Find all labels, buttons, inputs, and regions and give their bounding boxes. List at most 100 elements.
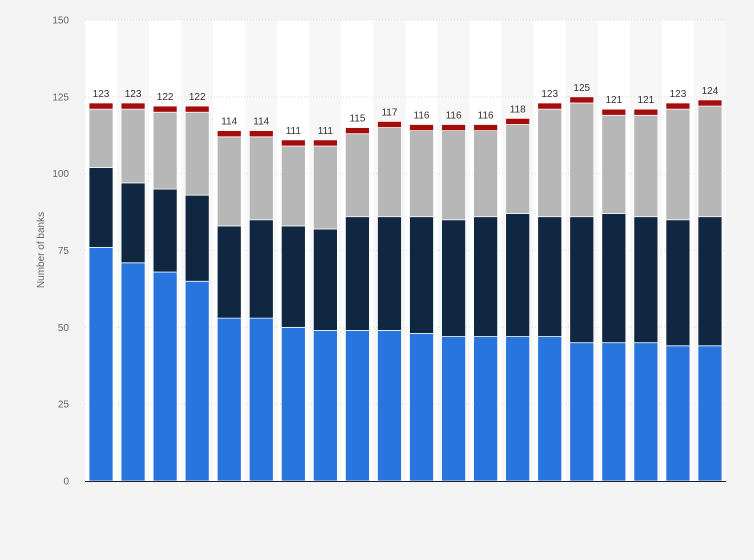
bar-total-label: 111 — [318, 126, 334, 137]
y-tick-label: 0 — [63, 477, 69, 488]
bar-segment-1 — [280, 326, 306, 482]
bar-segment-2 — [665, 219, 691, 347]
bar-segment-3 — [633, 114, 659, 218]
y-tick-label: 75 — [58, 246, 70, 257]
y-axis-label: Number of banks — [36, 212, 47, 288]
bar-segment-1 — [120, 262, 146, 482]
bar-segment-3 — [216, 136, 242, 227]
bar-segment-4 — [409, 124, 434, 132]
bar-total-label: 122 — [157, 92, 174, 103]
bar-total-label: 123 — [125, 89, 142, 100]
bar-segment-4 — [473, 124, 498, 132]
bar-segment-1 — [216, 317, 242, 482]
bar-segment-2 — [248, 219, 274, 319]
bar-total-label: 125 — [573, 83, 590, 94]
bar-segment-3 — [88, 108, 114, 168]
bar-segment-2 — [409, 216, 434, 334]
bar-total-label: 123 — [93, 89, 110, 100]
bar-segment-4 — [216, 130, 242, 138]
bar-total-label: 111 — [286, 126, 302, 137]
bar-total-label: 124 — [702, 86, 719, 97]
bar-segment-2 — [697, 216, 723, 347]
bar-segment-3 — [569, 102, 595, 218]
bar-total-label: 122 — [189, 92, 206, 103]
bar-total-label: 123 — [670, 89, 687, 100]
bar-segment-4 — [345, 127, 370, 135]
bar-total-label: 121 — [638, 95, 655, 106]
bar-segment-2 — [473, 216, 498, 337]
bar-segment-2 — [280, 225, 306, 328]
bar-segment-3 — [248, 136, 274, 221]
bar-segment-2 — [88, 167, 114, 248]
total-labels: 123 123 122 122 114 114 111 111 115 117 116 116 116 1… — [93, 83, 719, 137]
bar-segment-3 — [345, 133, 370, 218]
bar-segment-1 — [505, 336, 531, 482]
bar-segment-3 — [601, 114, 627, 214]
bar-total-label: 121 — [605, 95, 622, 106]
bar-segment-3 — [152, 111, 178, 190]
y-tick-label: 150 — [52, 16, 69, 27]
bar-segment-3 — [441, 130, 466, 221]
bar-segment-4 — [280, 139, 306, 147]
bar-segment-4 — [313, 139, 338, 147]
bar-segment-4 — [569, 96, 595, 104]
bar-segment-2 — [633, 216, 659, 344]
bar-segment-1 — [409, 333, 434, 482]
bar-segment-2 — [313, 228, 338, 331]
y-tick-label: 125 — [52, 92, 69, 103]
bar-segment-4 — [152, 105, 178, 113]
bar-segment-1 — [345, 330, 370, 482]
bar-segment-2 — [569, 216, 595, 344]
y-tick-label: 25 — [58, 400, 70, 411]
bar-segment-1 — [569, 342, 595, 482]
bar-segment-3 — [665, 108, 691, 221]
bar-total-label: 116 — [478, 110, 494, 121]
bar-segment-1 — [377, 330, 402, 482]
bar-segment-4 — [537, 102, 563, 110]
bar-segment-2 — [537, 216, 563, 337]
bar-segment-3 — [280, 145, 306, 227]
bar-segment-3 — [313, 145, 338, 230]
bar-segment-4 — [120, 102, 146, 110]
bar-segment-3 — [120, 108, 146, 184]
bar-segment-4 — [633, 108, 659, 116]
bar-segment-4 — [377, 121, 402, 128]
bar-total-label: 114 — [253, 117, 269, 128]
bar-segment-2 — [216, 225, 242, 319]
bar-segment-1 — [697, 345, 723, 482]
bar-total-label: 123 — [541, 89, 558, 100]
y-axis-ticks: 0 25 50 75 100 125 150 — [52, 16, 69, 488]
bar-segment-1 — [473, 336, 498, 482]
bar-total-label: 118 — [510, 104, 526, 115]
bar-segment-1 — [441, 336, 466, 482]
bar-segment-1 — [152, 271, 178, 482]
bar-segment-4 — [697, 99, 723, 107]
bar-segment-4 — [505, 117, 531, 125]
bar-segment-2 — [441, 219, 466, 337]
bar-segment-3 — [697, 105, 723, 218]
bar-segment-4 — [441, 124, 466, 132]
bar-segment-1 — [248, 317, 274, 482]
bar-total-label: 115 — [349, 114, 365, 125]
bar-segment-3 — [184, 111, 210, 196]
bar-total-label: 117 — [381, 107, 397, 118]
bar-segment-2 — [601, 213, 627, 344]
bar-segment-4 — [184, 105, 210, 113]
bar-segment-2 — [345, 216, 370, 331]
bar-segment-4 — [601, 108, 627, 116]
y-tick-label: 50 — [58, 323, 70, 334]
bar-segment-1 — [88, 247, 114, 482]
bars — [88, 96, 723, 482]
bar-segment-1 — [313, 330, 338, 482]
bar-segment-4 — [665, 102, 691, 110]
bar-total-label: 114 — [221, 117, 237, 128]
bar-segment-3 — [409, 130, 434, 218]
bar-segment-1 — [184, 280, 210, 482]
bar-segment-2 — [120, 182, 146, 264]
bar-segment-1 — [665, 345, 691, 482]
bar-segment-4 — [88, 102, 114, 110]
bar-segment-2 — [184, 194, 210, 282]
bar-segment-1 — [601, 342, 627, 482]
bar-segment-4 — [248, 130, 274, 138]
